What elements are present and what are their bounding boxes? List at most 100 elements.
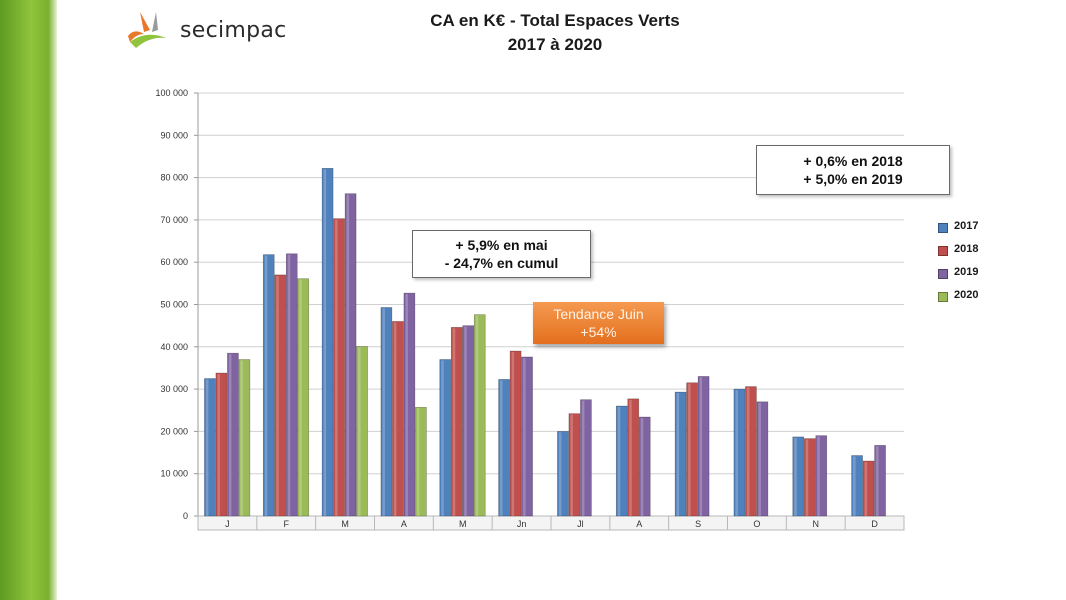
bar-2017-M xyxy=(439,359,452,517)
bar-highlight xyxy=(500,380,503,516)
bar-highlight xyxy=(523,357,526,516)
x-tick-label: M xyxy=(341,519,349,529)
bar-2017-A xyxy=(380,307,393,517)
bar-highlight xyxy=(699,377,703,516)
annotation-may-line2: - 24,7% en cumul xyxy=(444,255,559,271)
x-tick-label: J xyxy=(225,519,230,529)
bar-highlight xyxy=(441,360,444,516)
y-tick-label: 20 000 xyxy=(160,426,188,436)
bar-highlight xyxy=(240,360,243,516)
bar-2019-M xyxy=(344,193,357,517)
trend-line2: +54% xyxy=(580,324,617,340)
legend-swatch xyxy=(938,269,948,279)
bar-highlight xyxy=(853,456,856,516)
bar-highlight xyxy=(464,326,467,516)
bar-highlight xyxy=(617,407,621,516)
bar-2018-S xyxy=(686,382,698,517)
bar-2018-Jn xyxy=(509,350,522,517)
y-tick-label: 90 000 xyxy=(160,130,188,140)
bar-2018-M xyxy=(450,327,463,517)
bar-highlight xyxy=(358,347,361,516)
x-tick-label: N xyxy=(813,519,820,529)
bar-highlight xyxy=(581,400,585,516)
legend-label: 2020 xyxy=(954,289,979,301)
legend-label: 2017 xyxy=(954,220,979,232)
bar-2017-F xyxy=(262,254,275,517)
side-decorative-band xyxy=(0,0,57,600)
x-tick-label: F xyxy=(284,519,290,529)
bar-2020-M xyxy=(356,346,368,517)
x-tick-label: A xyxy=(401,519,407,529)
secimpac-logo: secimpac xyxy=(126,8,296,54)
bar-highlight xyxy=(558,432,562,516)
bar-highlight xyxy=(217,374,220,516)
bar-highlight xyxy=(758,402,761,516)
y-tick-label: 10 000 xyxy=(160,469,188,479)
bar-2018-J xyxy=(215,372,228,517)
bar-2017-J xyxy=(204,378,216,517)
x-tick-label: S xyxy=(695,519,701,529)
legend-label: 2018 xyxy=(954,243,979,255)
x-tick-label: Jn xyxy=(517,519,527,529)
bar-highlight xyxy=(299,279,302,516)
bar-2019-Jn xyxy=(521,356,533,517)
bar-2019-O xyxy=(756,401,769,517)
bar-highlight xyxy=(817,436,820,516)
y-tick-label: 100 000 xyxy=(155,88,188,98)
bar-2017-Jl xyxy=(557,431,569,517)
x-tick-label: D xyxy=(871,519,878,529)
bar-highlight xyxy=(735,390,738,516)
bar-2019-F xyxy=(285,253,298,517)
bar-highlight xyxy=(864,462,868,516)
annotation-years-line1: + 0,6% en 2018 xyxy=(803,153,903,169)
legend-swatch xyxy=(938,246,948,256)
bar-highlight xyxy=(287,254,291,517)
bar-highlight xyxy=(452,328,456,516)
y-tick-label: 70 000 xyxy=(160,215,188,225)
bar-2018-A xyxy=(392,321,404,517)
trend-line1: Tendance Juin xyxy=(553,306,644,322)
bar-highlight xyxy=(475,315,479,516)
y-tick-label: 50 000 xyxy=(160,300,188,310)
bar-2018-A xyxy=(627,398,640,517)
bar-highlight xyxy=(346,194,350,516)
bar-2018-F xyxy=(274,274,287,517)
y-tick-label: 80 000 xyxy=(160,173,188,183)
bar-2018-O xyxy=(745,386,757,517)
bar-2019-J xyxy=(227,352,239,517)
bar-2017-S xyxy=(674,391,687,517)
bar-highlight xyxy=(794,437,797,516)
x-tick-label: Jl xyxy=(577,519,584,529)
bar-2020-J xyxy=(238,359,251,517)
annotation-box-may: + 5,9% en mai - 24,7% en cumul xyxy=(412,230,591,278)
bar-2018-N xyxy=(803,438,816,517)
bar-highlight xyxy=(676,393,680,516)
bar-highlight xyxy=(335,219,338,517)
logo-text: secimpac xyxy=(180,18,287,43)
legend-swatch xyxy=(938,223,948,233)
bar-2017-M xyxy=(321,167,334,517)
chart-subtitle: 2017 à 2020 xyxy=(507,35,603,54)
chart-title: CA en K€ - Total Espaces Verts xyxy=(430,11,680,30)
bar-highlight xyxy=(205,379,209,516)
annotation-may-line1: + 5,9% en mai xyxy=(455,237,548,253)
bar-highlight xyxy=(276,275,279,516)
bar-2019-N xyxy=(815,435,828,517)
y-tick-label: 0 xyxy=(183,511,188,521)
x-tick-label: M xyxy=(459,519,467,529)
bar-2019-Jl xyxy=(580,399,592,517)
bar-highlight xyxy=(405,294,408,516)
bar-2019-A xyxy=(638,416,651,517)
bar-2017-Jn xyxy=(498,379,510,517)
bar-highlight xyxy=(511,352,515,516)
bar-2019-M xyxy=(462,325,475,517)
bar-highlight xyxy=(629,399,632,516)
bar-highlight xyxy=(228,354,232,516)
bar-2018-M xyxy=(333,218,345,517)
bar-2018-D xyxy=(862,460,875,517)
annotation-box-years: + 0,6% en 2018 + 5,0% en 2019 xyxy=(756,145,950,195)
y-tick-label: 60 000 xyxy=(160,257,188,267)
bar-highlight xyxy=(805,439,809,516)
bar-2020-M xyxy=(473,314,486,517)
